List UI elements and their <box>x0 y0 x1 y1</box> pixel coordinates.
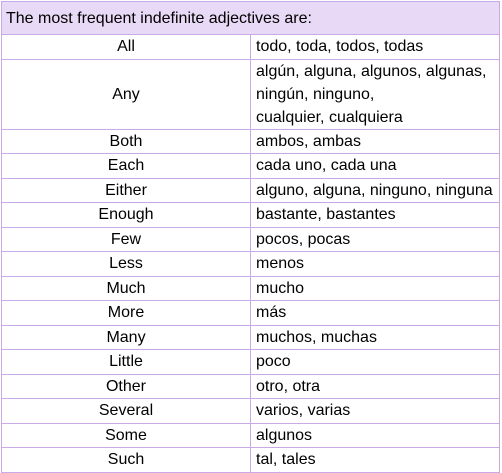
english-adjective-cell: Some <box>1 422 251 448</box>
spanish-translation-line: poco <box>256 353 291 371</box>
spanish-translation-cell: tal, tales <box>250 447 500 473</box>
spanish-translation-line: muchos, muchas <box>256 328 377 346</box>
spanish-translation-cell: algún, alguna, algunos, algunas, ningún,… <box>250 58 500 130</box>
table-row: Much mucho <box>1 275 500 301</box>
spanish-translation-line: cualquier, cualquiera <box>256 108 403 126</box>
english-adjective-cell: Much <box>1 275 251 301</box>
english-adjective-cell: Each <box>1 153 251 179</box>
table-row: Other otro, otra <box>1 373 500 399</box>
spanish-translation-line: otro, otra <box>256 377 321 395</box>
spanish-translation-cell: ambos, ambas <box>250 128 500 154</box>
spanish-translation-cell: bastante, bastantes <box>250 202 500 228</box>
spanish-translation-cell: muchos, muchas <box>250 324 500 350</box>
english-adjective-cell: Such <box>1 447 251 473</box>
spanish-translation-cell: algunos <box>250 422 500 448</box>
table-row: Less menos <box>1 251 500 277</box>
spanish-translation-cell: varios, varias <box>250 398 500 424</box>
english-adjective-cell: Both <box>1 128 251 154</box>
spanish-translation-cell: poco <box>250 349 500 375</box>
english-adjective-cell: Few <box>1 226 251 252</box>
table-row: Such tal, tales <box>1 447 500 473</box>
english-adjective-cell: Enough <box>1 202 251 228</box>
spanish-translation-line: varios, varias <box>256 402 351 420</box>
english-adjective-cell: More <box>1 300 251 326</box>
spanish-translation-line: bastante, bastantes <box>256 206 396 224</box>
english-adjective-cell: Several <box>1 398 251 424</box>
spanish-translation-cell: menos <box>250 251 500 277</box>
spanish-translation-line: algunos <box>256 426 313 444</box>
spanish-translation-line: mucho <box>256 279 305 297</box>
spanish-translation-cell: más <box>250 300 500 326</box>
english-adjective-cell: Little <box>1 349 251 375</box>
spanish-translation-line: ambos, ambas <box>256 132 361 150</box>
spanish-translation-cell: otro, otra <box>250 373 500 399</box>
spanish-translation-line: todo, toda, todos, todas <box>256 38 424 56</box>
english-adjective-cell: Any <box>1 58 251 130</box>
table-row: More más <box>1 300 500 326</box>
table-row: Little poco <box>1 349 500 375</box>
table-row: All todo, toda, todos, todas <box>1 34 500 60</box>
table-header-row: The most frequent indefinite adjectives … <box>1 1 500 35</box>
table-row: Several varios, varias <box>1 398 500 424</box>
spanish-translation-line: cada uno, cada una <box>256 157 397 175</box>
english-adjective-cell: Many <box>1 324 251 350</box>
spanish-translation-cell: cada uno, cada una <box>250 153 500 179</box>
english-adjective-cell: Other <box>1 373 251 399</box>
spanish-translation-line: tal, tales <box>256 451 316 469</box>
english-adjective-cell: All <box>1 34 251 60</box>
table-row: Many muchos, muchas <box>1 324 500 350</box>
spanish-translation-line: alguno, alguna, ninguno, ninguna <box>256 181 493 199</box>
table-row: Both ambos, ambas <box>1 128 500 154</box>
table-row: Each cada uno, cada una <box>1 153 500 179</box>
spanish-translation-line: algún, alguna, algunos, algunas, ningún,… <box>256 62 487 103</box>
table-header: The most frequent indefinite adjectives … <box>1 1 500 35</box>
english-adjective-cell: Either <box>1 177 251 203</box>
table-row: Enough bastante, bastantes <box>1 202 500 228</box>
spanish-translation-line: menos <box>256 255 305 273</box>
english-adjective-cell: Less <box>1 251 251 277</box>
table-row: Some algunos <box>1 422 500 448</box>
spanish-translation-cell: mucho <box>250 275 500 301</box>
table-row: Either alguno, alguna, ninguno, ninguna <box>1 177 500 203</box>
spanish-translation-cell: alguno, alguna, ninguno, ninguna <box>250 177 500 203</box>
spanish-translation-cell: todo, toda, todos, todas <box>250 34 500 60</box>
table-row: Few pocos, pocas <box>1 226 500 252</box>
spanish-translation-line: pocos, pocas <box>256 230 351 248</box>
table-row: Any algún, alguna, algunos, algunas, ning… <box>1 58 500 130</box>
spanish-translation-cell: pocos, pocas <box>250 226 500 252</box>
spanish-translation-line: más <box>256 304 287 322</box>
